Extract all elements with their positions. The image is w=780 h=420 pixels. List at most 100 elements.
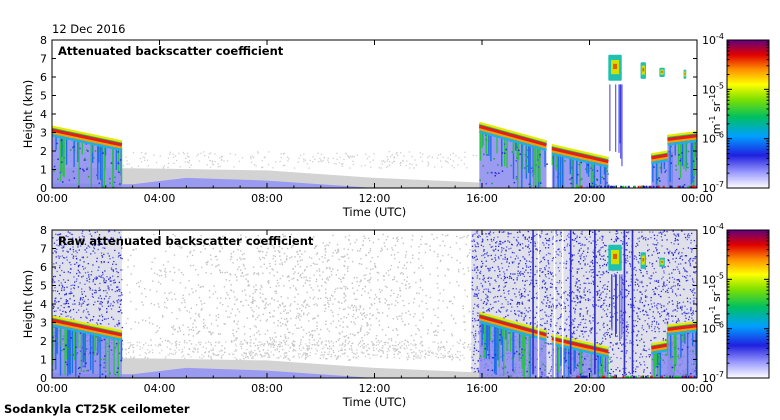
noise-point — [508, 241, 511, 243]
noise-point — [565, 263, 567, 265]
noise-point — [638, 240, 640, 242]
speckle-point — [192, 291, 194, 294]
aerosol-point — [397, 154, 399, 157]
speckle-point — [436, 236, 438, 239]
speckle-point — [233, 340, 235, 342]
noise-point — [676, 304, 678, 307]
noise-point — [592, 305, 595, 308]
noise-point — [565, 290, 567, 293]
noise-point — [651, 321, 653, 323]
aerosol-point — [126, 160, 128, 162]
aerosol-point — [196, 155, 198, 157]
speckle-point — [403, 304, 405, 307]
noise-point — [675, 235, 677, 237]
aerosol-point — [250, 161, 253, 164]
noise-point — [579, 242, 581, 244]
noise-point — [559, 317, 561, 319]
aerosol-point — [414, 159, 416, 161]
speckle-point — [190, 343, 193, 345]
noise-point — [496, 295, 499, 298]
noise-point — [491, 240, 493, 242]
noise-point — [597, 305, 599, 307]
aerosol-point — [386, 156, 389, 158]
noise-point — [516, 245, 518, 247]
noise-point — [639, 318, 641, 320]
noise-point — [60, 289, 63, 291]
noise-point — [608, 352, 610, 354]
noise-point — [628, 290, 630, 293]
noise-point — [561, 231, 563, 234]
noise-point — [640, 269, 642, 272]
noise-point — [120, 269, 122, 271]
noise-point — [517, 310, 519, 312]
noise-point — [75, 280, 78, 282]
aerosol-point — [183, 153, 185, 155]
cloud-point — [656, 178, 659, 181]
noise-point — [81, 256, 83, 259]
noise-point — [652, 272, 655, 274]
noise-point — [653, 268, 655, 270]
noise-point — [94, 283, 96, 286]
noise-point — [114, 290, 116, 293]
noise-point — [472, 289, 474, 291]
noise-point — [527, 294, 529, 296]
noise-point — [633, 306, 636, 309]
noise-point — [598, 252, 601, 254]
speckle-point — [241, 272, 244, 274]
noise-point — [87, 245, 89, 247]
noise-point — [65, 299, 67, 301]
noise-point — [628, 316, 631, 318]
noise-point — [666, 279, 668, 281]
noise-point — [689, 235, 691, 237]
noise-point — [99, 303, 101, 305]
noise-point — [644, 237, 647, 239]
noise-point — [561, 287, 563, 289]
noise-point — [472, 326, 475, 328]
cloud-top-band — [551, 147, 609, 164]
noise-point — [651, 254, 653, 256]
speckle-point — [409, 313, 411, 316]
noise-point — [661, 233, 663, 235]
noise-point — [84, 272, 87, 274]
noise-point — [490, 246, 492, 248]
noise-point — [84, 249, 86, 251]
noise-point — [619, 370, 621, 372]
noise-point — [649, 262, 651, 264]
noise-point — [54, 250, 56, 252]
aerosol-point — [387, 158, 389, 161]
noise-point — [535, 282, 538, 285]
aerosol-point — [364, 153, 367, 155]
noise-point — [516, 320, 518, 322]
noise-point — [119, 300, 121, 302]
noise-point — [63, 271, 65, 273]
noise-point — [620, 337, 622, 339]
noise-point — [523, 317, 525, 319]
aerosol-point — [229, 153, 231, 155]
aerosol-point — [464, 151, 466, 153]
noise-point — [117, 271, 119, 274]
speckle-point — [274, 332, 276, 334]
noise-point — [476, 277, 478, 279]
upper-cloud-peak — [661, 70, 663, 73]
aerosol-point — [186, 161, 189, 163]
noise-point — [683, 267, 685, 269]
noise-point — [605, 264, 608, 267]
speckle-point — [164, 270, 166, 272]
y-tick-label: 8 — [40, 34, 47, 47]
noise-point — [584, 264, 586, 266]
noise-point — [487, 277, 489, 279]
cloud-point — [494, 172, 497, 174]
cloud-point — [515, 159, 518, 162]
noise-point — [601, 235, 603, 237]
aerosol-point — [261, 166, 263, 169]
speckle-point — [328, 259, 330, 261]
noise-point — [510, 256, 512, 258]
speckle-point — [319, 274, 321, 277]
noise-point — [583, 291, 585, 293]
speckle-point — [235, 279, 238, 281]
speckle-point — [414, 313, 416, 315]
noise-point — [525, 260, 528, 262]
noise-point — [640, 338, 643, 340]
